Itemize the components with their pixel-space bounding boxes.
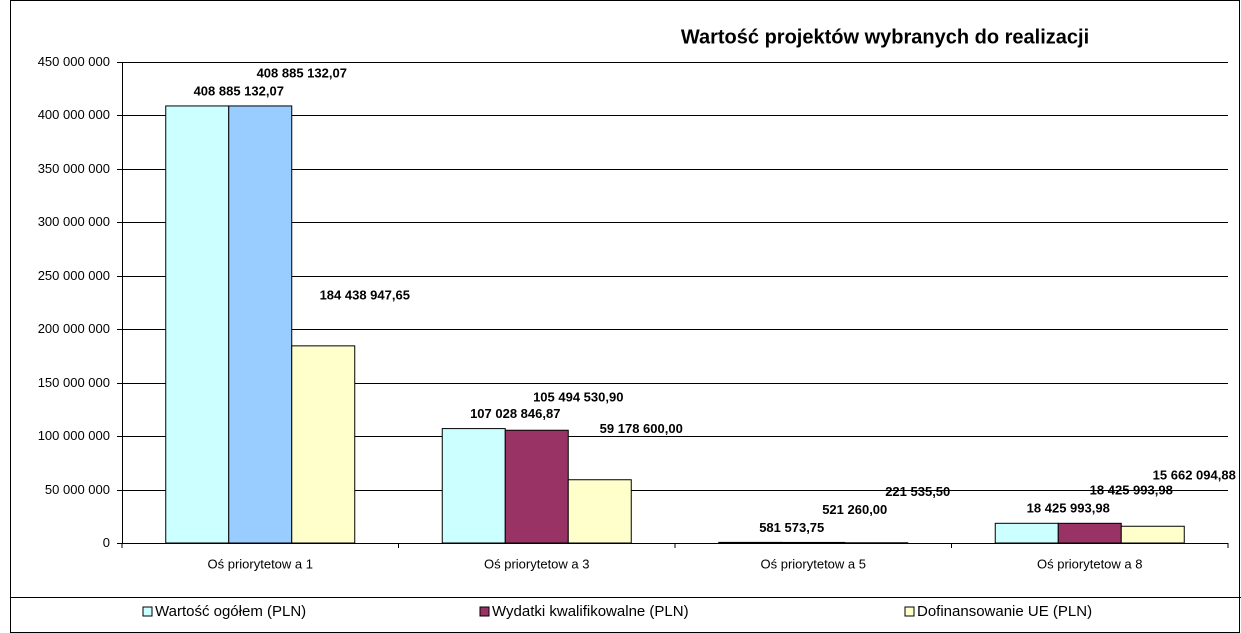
bar: [1120, 525, 1185, 544]
legend-label: Wydatki kwalifikowalne (PLN): [492, 603, 689, 620]
chart-title: Wartość projektów wybranych do realizacj…: [681, 26, 1089, 48]
y-tick-label: 100 000 000: [38, 428, 110, 443]
data-label: 107 028 846,87: [470, 406, 560, 421]
bar: [781, 541, 846, 544]
data-label: 18 425 993,98: [1027, 501, 1110, 516]
data-label: 581 573,75: [759, 520, 824, 535]
y-tick-label: 50 000 000: [45, 482, 110, 497]
y-tick-label: 450 000 000: [38, 54, 110, 69]
data-label: 408 885 132,07: [194, 83, 284, 98]
data-label: 221 535,50: [885, 484, 950, 499]
bar: [567, 479, 632, 544]
bar: [718, 541, 783, 544]
y-tick-label: 200 000 000: [38, 321, 110, 336]
legend-swatch: [904, 606, 915, 617]
data-label: 18 425 993,98: [1090, 483, 1173, 498]
y-tick-label: 400 000 000: [38, 107, 110, 122]
x-tick-label: Oś priorytetow a 3: [484, 556, 590, 571]
y-tick-label: 250 000 000: [38, 268, 110, 283]
bar: [1057, 522, 1122, 544]
x-tick-label: Oś priorytetow a 5: [761, 556, 867, 571]
legend-swatch: [142, 606, 153, 617]
bar: [994, 522, 1059, 544]
y-tick-label: 0: [103, 535, 110, 550]
data-label: 521 260,00: [822, 502, 887, 517]
bar: [165, 105, 230, 544]
data-label: 15 662 094,88: [1153, 468, 1236, 483]
bar: [441, 428, 506, 544]
data-label: 105 494 530,90: [533, 390, 623, 405]
data-label: 59 178 600,00: [600, 421, 683, 436]
bar: [228, 105, 293, 544]
legend-label: Wartość ogółem (PLN): [155, 603, 306, 620]
legend-swatch: [479, 606, 490, 617]
data-label: 408 885 132,07: [257, 65, 347, 80]
y-tick-label: 300 000 000: [38, 214, 110, 229]
bar: [291, 345, 356, 544]
x-tick-label: Oś priorytetow a 1: [208, 556, 314, 571]
bar: [504, 429, 569, 544]
data-label: 184 438 947,65: [320, 287, 410, 302]
y-tick-label: 150 000 000: [38, 375, 110, 390]
y-tick-label: 350 000 000: [38, 161, 110, 176]
x-tick-label: Oś priorytetow a 8: [1037, 556, 1143, 571]
legend-label: Dofinansowanie UE (PLN): [917, 603, 1092, 620]
